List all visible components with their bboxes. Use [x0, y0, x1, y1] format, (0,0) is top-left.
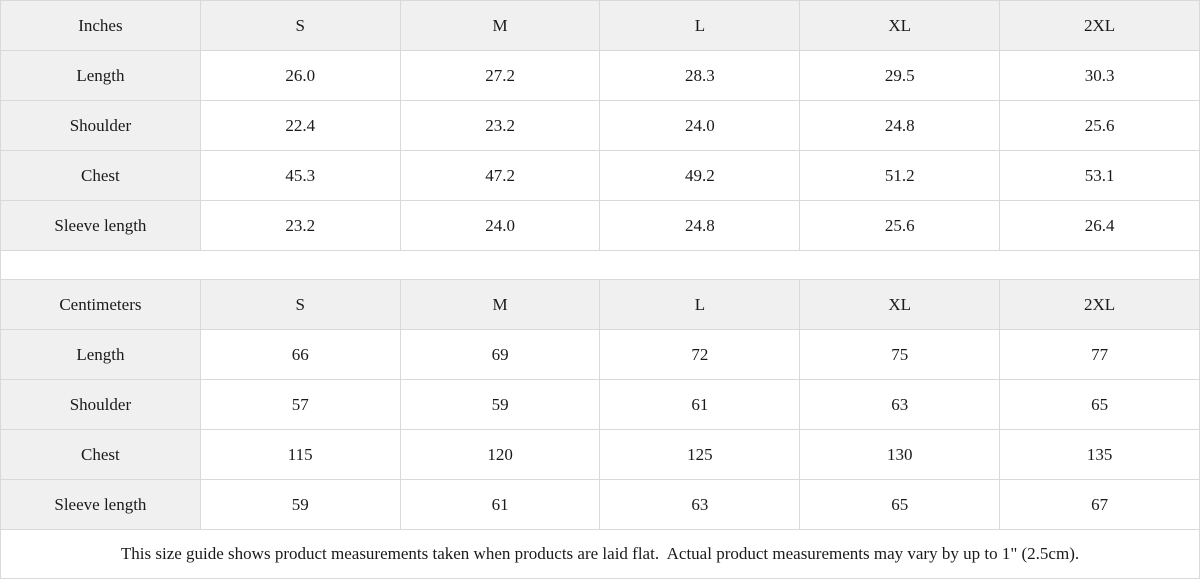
- size-column-header: 2XL: [999, 0, 1200, 51]
- size-column-header: M: [399, 0, 601, 51]
- row-label-cell: Chest: [0, 150, 201, 201]
- row-label-cell: Sleeve length: [0, 200, 201, 251]
- measurement-value-cell: 72: [599, 329, 801, 380]
- size-column-header: S: [199, 0, 401, 51]
- measurement-value-cell: 53.1: [999, 150, 1200, 201]
- size-column-header: XL: [799, 0, 1001, 51]
- measurement-value-cell: 25.6: [999, 100, 1200, 151]
- measurement-value-cell: 69: [399, 329, 601, 380]
- unit-label-cell: Centimeters: [0, 279, 201, 330]
- measurement-value-cell: 27.2: [399, 50, 601, 101]
- table-row: Shoulder 57 59 61 63 65: [0, 379, 1200, 430]
- measurement-value-cell: 24.8: [799, 100, 1001, 151]
- size-column-header: S: [199, 279, 401, 330]
- measurement-value-cell: 24.0: [599, 100, 801, 151]
- measurement-value-cell: 59: [399, 379, 601, 430]
- measurement-value-cell: 66: [199, 329, 401, 380]
- measurement-value-cell: 63: [799, 379, 1001, 430]
- measurement-value-cell: 59: [199, 479, 401, 530]
- size-column-header: 2XL: [999, 279, 1200, 330]
- measurement-value-cell: 29.5: [799, 50, 1001, 101]
- row-label-cell: Length: [0, 329, 201, 380]
- measurement-value-cell: 26.4: [999, 200, 1200, 251]
- measurement-value-cell: 65: [999, 379, 1200, 430]
- measurement-value-cell: 47.2: [399, 150, 601, 201]
- size-table-inches: Inches S M L XL 2XL Length 26.0 27.2 28.…: [0, 0, 1200, 251]
- measurement-value-cell: 125: [599, 429, 801, 480]
- measurement-value-cell: 135: [999, 429, 1200, 480]
- measurement-value-cell: 49.2: [599, 150, 801, 201]
- measurement-value-cell: 67: [999, 479, 1200, 530]
- table-row: Sleeve length 59 61 63 65 67: [0, 479, 1200, 530]
- measurement-value-cell: 115: [199, 429, 401, 480]
- measurement-value-cell: 23.2: [399, 100, 601, 151]
- measurement-value-cell: 130: [799, 429, 1001, 480]
- row-label-cell: Length: [0, 50, 201, 101]
- measurement-value-cell: 75: [799, 329, 1001, 380]
- measurement-value-cell: 26.0: [199, 50, 401, 101]
- measurement-value-cell: 65: [799, 479, 1001, 530]
- footer-note: This size guide shows product measuremen…: [0, 530, 1200, 579]
- measurement-value-cell: 30.3: [999, 50, 1200, 101]
- measurement-value-cell: 24.8: [599, 200, 801, 251]
- table-header-row: Centimeters S M L XL 2XL: [0, 279, 1200, 330]
- table-row: Shoulder 22.4 23.2 24.0 24.8 25.6: [0, 100, 1200, 151]
- measurement-value-cell: 23.2: [199, 200, 401, 251]
- measurement-value-cell: 24.0: [399, 200, 601, 251]
- table-row: Length 26.0 27.2 28.3 29.5 30.3: [0, 50, 1200, 101]
- table-header-row: Inches S M L XL 2XL: [0, 0, 1200, 51]
- measurement-value-cell: 28.3: [599, 50, 801, 101]
- measurement-value-cell: 77: [999, 329, 1200, 380]
- table-row: Chest 115 120 125 130 135: [0, 429, 1200, 480]
- measurement-value-cell: 22.4: [199, 100, 401, 151]
- row-label-cell: Shoulder: [0, 100, 201, 151]
- table-row: Chest 45.3 47.2 49.2 51.2 53.1: [0, 150, 1200, 201]
- size-table-centimeters: Centimeters S M L XL 2XL Length 66 69 72…: [0, 279, 1200, 530]
- measurement-value-cell: 120: [399, 429, 601, 480]
- unit-label-cell: Inches: [0, 0, 201, 51]
- measurement-value-cell: 61: [399, 479, 601, 530]
- measurement-value-cell: 63: [599, 479, 801, 530]
- size-column-header: L: [599, 0, 801, 51]
- table-row: Length 66 69 72 75 77: [0, 329, 1200, 380]
- row-label-cell: Shoulder: [0, 379, 201, 430]
- measurement-value-cell: 51.2: [799, 150, 1001, 201]
- measurement-value-cell: 57: [199, 379, 401, 430]
- measurement-value-cell: 61: [599, 379, 801, 430]
- size-column-header: XL: [799, 279, 1001, 330]
- size-column-header: M: [399, 279, 601, 330]
- measurement-value-cell: 25.6: [799, 200, 1001, 251]
- spacer-row: [0, 251, 1200, 279]
- table-row: Sleeve length 23.2 24.0 24.8 25.6 26.4: [0, 200, 1200, 251]
- row-label-cell: Chest: [0, 429, 201, 480]
- size-column-header: L: [599, 279, 801, 330]
- row-label-cell: Sleeve length: [0, 479, 201, 530]
- measurement-value-cell: 45.3: [199, 150, 401, 201]
